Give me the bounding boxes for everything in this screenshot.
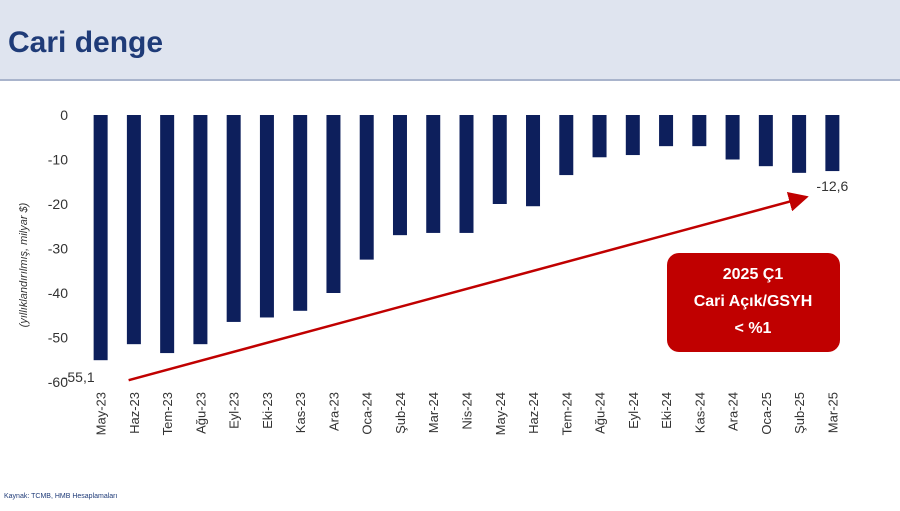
y-tick-label: -10: [48, 152, 68, 168]
bar: [692, 115, 707, 147]
x-tick-label: Oca-24: [360, 392, 375, 435]
bar: [293, 115, 308, 311]
callout-line: 2025 Ç1: [723, 266, 784, 283]
x-tick-label: Şub-24: [393, 392, 408, 434]
bar: [326, 115, 341, 293]
x-tick-label: Şub-25: [792, 392, 807, 434]
x-tick-label: Haz-23: [127, 392, 142, 434]
y-tick-label: -60: [48, 374, 68, 390]
x-tick-label: Ara-23: [326, 392, 341, 431]
x-tick-label: Eki-23: [260, 392, 275, 429]
value-label: -12,6: [816, 178, 848, 194]
y-tick-label: -40: [48, 285, 68, 301]
bar: [625, 115, 640, 156]
bar: [259, 115, 274, 318]
bar: [725, 115, 740, 160]
x-tick-label: Ara-24: [726, 392, 741, 431]
bar: [559, 115, 574, 176]
bar: [459, 115, 474, 233]
callout-line: Cari Açık/GSYH: [694, 293, 813, 310]
x-tick-label: Ağu-23: [193, 392, 208, 434]
x-tick-label: Kas-24: [692, 392, 707, 433]
x-tick-label: Mar-25: [825, 392, 840, 433]
x-tick-label: Kas-23: [293, 392, 308, 433]
y-tick-label: -50: [48, 330, 68, 346]
bar: [226, 115, 241, 322]
value-label: -55,1: [63, 369, 95, 385]
x-tick-label: May-24: [493, 392, 508, 435]
bar: [492, 115, 507, 204]
x-tick-label: Eki-24: [659, 392, 674, 429]
x-tick-label: Mar-24: [426, 392, 441, 433]
bar: [359, 115, 374, 260]
x-tick-label: Eyl-24: [626, 392, 641, 429]
x-tick-label: Ağu-24: [593, 392, 608, 434]
bar: [93, 115, 108, 361]
x-tick-label: Haz-24: [526, 392, 541, 434]
bar: [160, 115, 175, 354]
callout-line: < %1: [735, 320, 772, 337]
x-tick-label: Tem-24: [559, 392, 574, 435]
callout-box: [667, 253, 840, 352]
y-axis-label: (yıllıklandırılmış, milyar $): [18, 202, 30, 327]
bar: [825, 115, 840, 172]
y-tick-label: -30: [48, 241, 68, 257]
bar: [193, 115, 208, 345]
bar: [758, 115, 773, 167]
bar: [526, 115, 541, 207]
y-tick-label: 0: [60, 107, 68, 123]
bar: [392, 115, 407, 236]
source: Kaynak: TCMB, HMB Hesaplamaları: [4, 493, 118, 500]
slide-title: Cari denge: [8, 26, 163, 59]
x-tick-label: Tem-23: [160, 392, 175, 435]
bar: [426, 115, 441, 233]
bar: [592, 115, 607, 158]
y-tick-label: -20: [48, 196, 68, 212]
x-tick-label: May-23: [94, 392, 109, 435]
trend-arrow: [128, 191, 809, 382]
x-tick-label: Eyl-23: [227, 392, 242, 429]
bar: [126, 115, 141, 345]
header-band: [0, 0, 900, 80]
bar: [792, 115, 807, 173]
x-tick-label: Nis-24: [460, 392, 475, 430]
x-tick-label: Oca-25: [759, 392, 774, 435]
bar: [659, 115, 674, 147]
